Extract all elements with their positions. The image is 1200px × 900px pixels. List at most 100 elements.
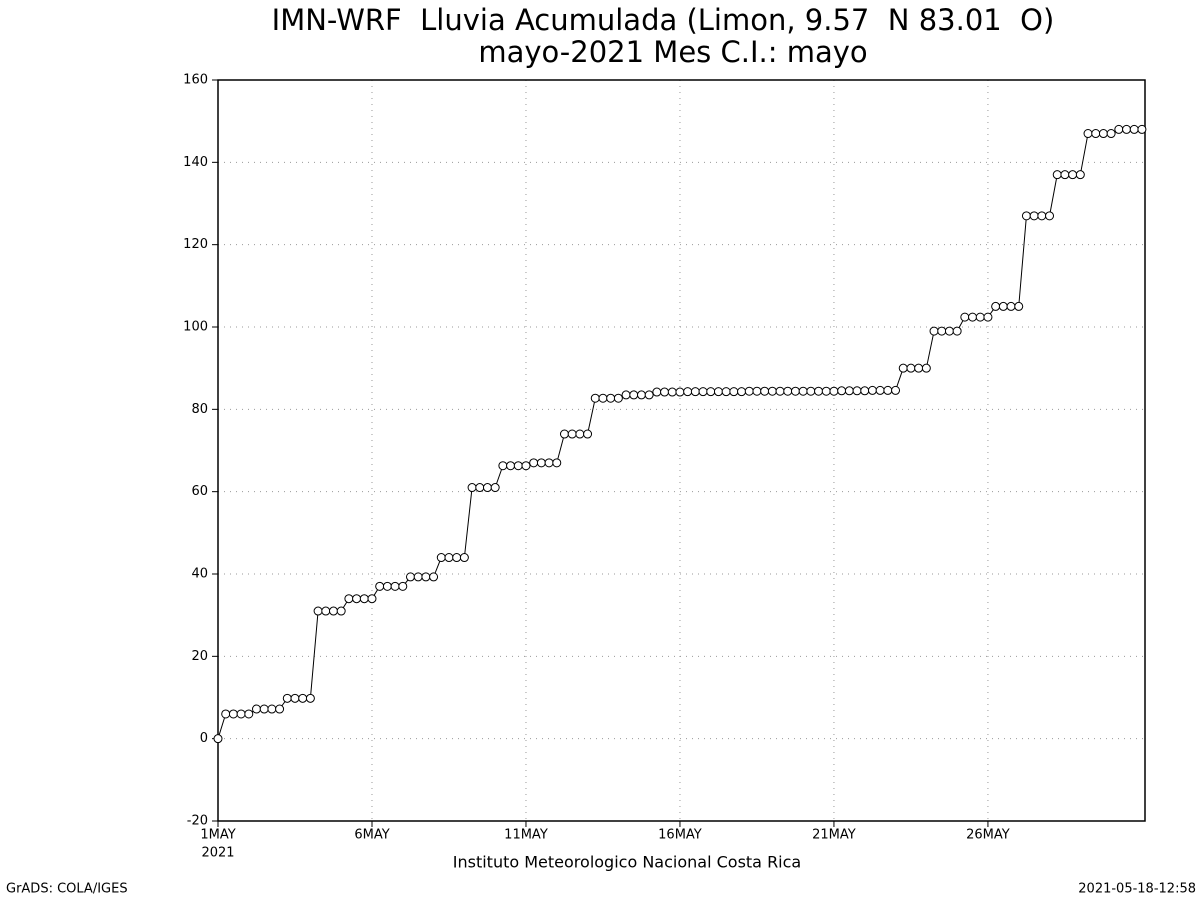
data-point — [529, 458, 539, 468]
data-point — [968, 312, 978, 322]
data-point — [498, 461, 508, 471]
data-point — [860, 386, 870, 396]
data-point — [790, 386, 800, 396]
data-point — [606, 393, 616, 403]
data-point — [275, 704, 285, 714]
x-tick-label: 26MAY — [966, 828, 1010, 843]
data-point — [829, 386, 839, 396]
data-point — [660, 387, 670, 397]
data-point — [621, 390, 631, 400]
data-point — [983, 312, 993, 322]
data-point — [991, 301, 1001, 311]
y-tick-label: 0 — [200, 731, 208, 746]
data-point — [960, 312, 970, 322]
x-tick-label: 16MAY — [658, 828, 702, 843]
data-point — [536, 458, 546, 468]
data-point — [251, 704, 261, 714]
data-point — [398, 581, 408, 591]
data-point — [767, 386, 777, 396]
y-tick-label: 20 — [191, 649, 208, 664]
data-point — [559, 429, 569, 439]
x-tick-label: 1MAY — [200, 828, 235, 843]
x-axis-label: Instituto Meteorologico Nacional Costa R… — [453, 853, 801, 872]
data-point — [921, 363, 931, 373]
data-point — [814, 386, 824, 396]
data-point — [721, 387, 731, 397]
data-point — [613, 393, 623, 403]
data-point — [1114, 124, 1124, 134]
data-point — [459, 553, 469, 563]
data-point — [636, 390, 646, 400]
data-point — [752, 386, 762, 396]
data-point — [737, 387, 747, 397]
data-point — [1137, 124, 1147, 134]
y-tick-label: 40 — [191, 567, 208, 582]
x-sublabel: 2021 — [201, 846, 234, 861]
data-point — [867, 385, 877, 395]
data-point — [405, 572, 415, 582]
data-point — [1037, 211, 1047, 221]
data-point — [683, 387, 693, 397]
data-point — [1006, 301, 1016, 311]
data-point — [467, 483, 477, 493]
footer-left: GrADS: COLA/IGES — [6, 882, 128, 897]
data-point — [698, 387, 708, 397]
data-point — [944, 326, 954, 336]
data-point — [236, 709, 246, 719]
data-point — [783, 386, 793, 396]
data-point — [667, 387, 677, 397]
y-tick-label: 160 — [183, 73, 208, 88]
data-point — [629, 390, 639, 400]
data-point — [1075, 170, 1085, 180]
data-point — [775, 386, 785, 396]
data-point — [998, 301, 1008, 311]
footer-right: 2021-05-18-12:58 — [1078, 882, 1196, 897]
data-point — [706, 387, 716, 397]
data-point — [321, 606, 331, 616]
data-point — [844, 386, 854, 396]
y-tick-label: 120 — [183, 237, 208, 252]
data-point — [298, 693, 308, 703]
data-point — [760, 386, 770, 396]
data-point — [1122, 124, 1132, 134]
data-point — [328, 606, 338, 616]
data-point — [729, 387, 739, 397]
data-point — [228, 709, 238, 719]
data-point — [429, 572, 439, 582]
data-point — [713, 387, 723, 397]
data-point — [744, 386, 754, 396]
data-point — [590, 393, 600, 403]
data-point — [290, 693, 300, 703]
data-point — [359, 594, 369, 604]
data-point — [929, 326, 939, 336]
data-point — [506, 461, 516, 471]
data-point — [1129, 124, 1139, 134]
chart-title: IMN-WRF Lluvia Acumulada (Limon, 9.57 N … — [272, 3, 1055, 37]
data-point — [1068, 170, 1078, 180]
data-point — [513, 461, 523, 471]
data-point — [452, 553, 462, 563]
y-tick-label: 80 — [191, 402, 208, 417]
data-point — [367, 594, 377, 604]
data-point — [221, 709, 231, 719]
data-point — [336, 606, 346, 616]
data-point — [806, 386, 816, 396]
data-point — [1052, 170, 1062, 180]
data-point — [906, 363, 916, 373]
data-point — [382, 581, 392, 591]
y-tick-label: 60 — [191, 484, 208, 499]
data-point — [875, 385, 885, 395]
data-point — [352, 594, 362, 604]
data-point — [1098, 129, 1108, 139]
data-point — [1106, 129, 1116, 139]
chart-subtitle: mayo-2021 Mes C.I.: mayo — [478, 35, 867, 69]
data-point — [521, 461, 531, 471]
data-point — [652, 387, 662, 397]
data-point — [1060, 170, 1070, 180]
x-tick-label: 21MAY — [812, 828, 856, 843]
data-point — [1083, 129, 1093, 139]
data-point — [544, 458, 554, 468]
data-point — [490, 483, 500, 493]
plot-frame — [217, 79, 1146, 822]
